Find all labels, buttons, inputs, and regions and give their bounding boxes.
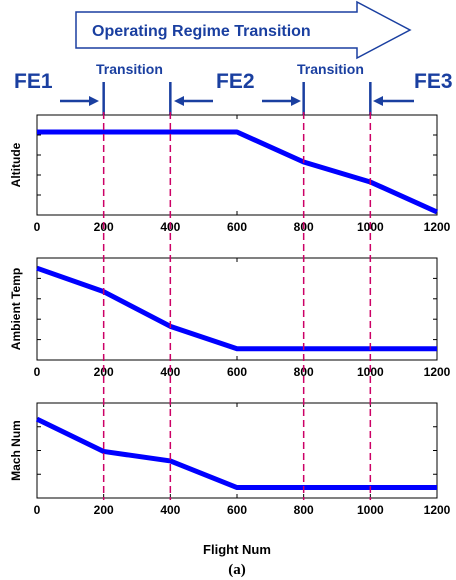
x-tick-label: 1200 xyxy=(424,365,451,379)
transition-label-1: Transition xyxy=(96,61,163,77)
x-tick-label: 1200 xyxy=(424,220,451,234)
transition-dashed-lines xyxy=(102,112,372,500)
x-axis-label: Flight Num xyxy=(203,542,271,557)
x-tick-label: 1000 xyxy=(357,365,384,379)
arrowhead-icon xyxy=(89,96,99,106)
right-arrow-icon xyxy=(75,0,412,60)
regime-label-fe3: FE3 xyxy=(414,70,453,93)
x-tick-label: 0 xyxy=(34,503,41,517)
arrow-label: Operating Regime Transition xyxy=(92,23,311,40)
plot-area xyxy=(36,257,438,361)
x-tick-label: 1000 xyxy=(357,503,384,517)
figure-caption: (a) xyxy=(228,562,246,578)
y-axis-label: Ambient Temp xyxy=(9,268,23,350)
x-tick-label: 200 xyxy=(94,365,114,379)
transition-markers xyxy=(102,82,372,116)
x-tick-label: 0 xyxy=(34,220,41,234)
arrowhead-icon xyxy=(291,96,301,106)
y-axis-label: Mach Num xyxy=(9,420,23,481)
y-axis-label: Altitude xyxy=(9,142,23,187)
chart-panel-2: 0 200 400 600 800 1000 1200 Ambient Temp xyxy=(9,257,451,379)
x-tick-label: 600 xyxy=(227,220,247,234)
x-tick-label: 800 xyxy=(294,503,314,517)
arrowhead-icon xyxy=(174,96,184,106)
x-tick-label: 1200 xyxy=(424,503,451,517)
regime-label-fe1: FE1 xyxy=(14,70,53,93)
x-tick-label: 0 xyxy=(34,365,41,379)
arrowhead-icon xyxy=(373,96,383,106)
chart-panels: 0 200 400 600 800 1000 1200 Altitude 0 200 400 600 8… xyxy=(9,114,451,517)
x-tick-label: 200 xyxy=(94,503,114,517)
x-tick-label: 400 xyxy=(160,503,180,517)
transition-label-2: Transition xyxy=(297,61,364,77)
regime-arrow: Operating Regime Transition xyxy=(75,0,412,60)
boundary-arrows xyxy=(60,96,414,106)
regime-label-fe2: FE2 xyxy=(216,70,255,93)
x-tick-label: 400 xyxy=(160,365,180,379)
x-tick-label: 600 xyxy=(227,503,247,517)
x-tick-label: 800 xyxy=(294,365,314,379)
x-tick-label: 600 xyxy=(227,365,247,379)
chart-panel-3: 0 200 400 600 800 1000 1200 Mach Num xyxy=(9,402,451,517)
